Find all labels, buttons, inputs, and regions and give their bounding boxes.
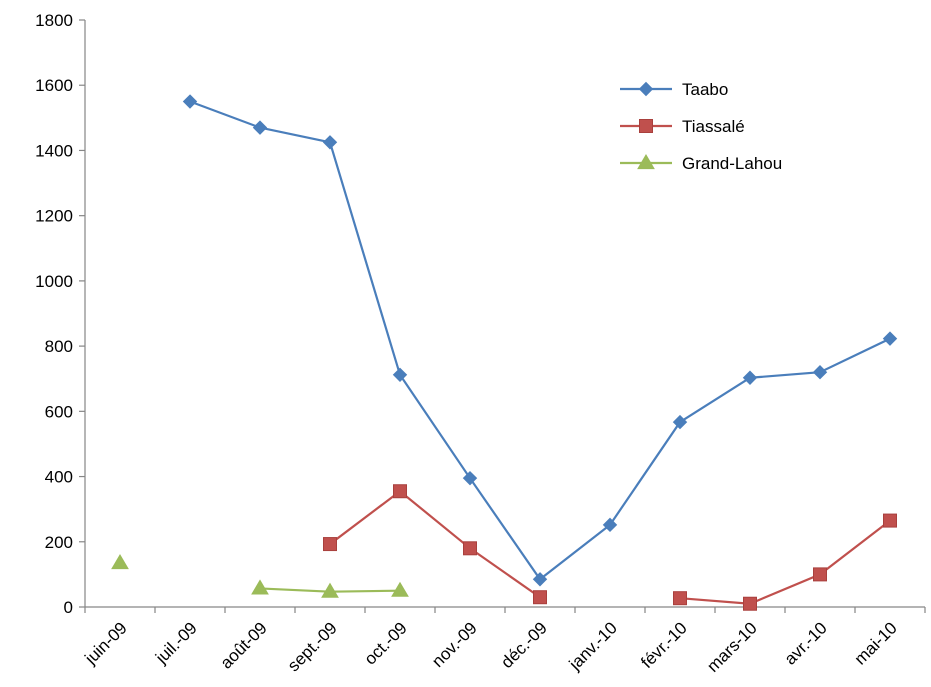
data-point-taabo — [392, 367, 408, 383]
x-tick-label: juil.-09 — [151, 618, 201, 668]
y-tick-label: 600 — [45, 402, 73, 421]
data-point-grand-lahou — [111, 553, 129, 570]
y-tick-label: 800 — [45, 337, 73, 356]
x-tick-label: janv.-10 — [565, 618, 621, 674]
x-tick-label: mars-10 — [703, 618, 761, 676]
data-point-taabo — [672, 414, 688, 430]
series-layer — [111, 94, 898, 611]
legend-label-tiassale: Tiassalé — [682, 117, 745, 136]
data-point-taabo — [322, 135, 338, 150]
data-point-grand-lahou — [321, 582, 339, 598]
x-tick-label: déc.-09 — [497, 618, 551, 672]
y-tick-label: 1200 — [35, 207, 73, 226]
data-point-taabo — [602, 517, 618, 533]
data-point-taabo — [462, 470, 478, 486]
data-point-grand-lahou — [251, 579, 269, 595]
y-tick-label: 1800 — [35, 11, 73, 30]
legend-label-grand-lahou: Grand-Lahou — [682, 154, 782, 173]
data-point-tiassale — [533, 590, 547, 605]
data-point-tiassale — [393, 484, 407, 499]
y-tick-label: 1000 — [35, 272, 73, 291]
x-tick-label: août-09 — [217, 618, 271, 672]
legend-marker-grand-lahou — [637, 154, 655, 170]
series-line-taabo — [189, 100, 891, 581]
series-grand-lahou — [111, 553, 409, 598]
data-point-tiassale — [883, 513, 897, 528]
legend-item-grand-lahou: Grand-Lahou — [620, 154, 782, 173]
data-point-taabo — [882, 331, 898, 346]
data-point-taabo — [252, 120, 268, 135]
x-tick-label: avr.-10 — [781, 618, 831, 668]
data-point-taabo — [742, 370, 758, 385]
x-tick-label: mai-10 — [851, 618, 901, 668]
legend-marker-tiassale — [639, 119, 653, 133]
data-point-tiassale — [743, 596, 757, 611]
data-point-tiassale — [323, 537, 337, 552]
x-tick-label: sept.-09 — [284, 618, 341, 675]
data-point-tiassale — [813, 567, 827, 582]
x-axis-ticks: juin-09 juil.-09 août-09 sept.-09 oct.-09 nov… — [81, 607, 926, 676]
legend-label-taabo: Taabo — [682, 80, 728, 99]
legend-marker-taabo — [638, 81, 654, 97]
data-point-taabo — [182, 94, 198, 109]
x-tick-label: oct.-09 — [361, 618, 411, 668]
y-axis-ticks: 0 200 400 600 800 1000 1200 1400 1600 1800 — [35, 11, 85, 617]
series-taabo — [182, 94, 898, 587]
x-tick-label: juin-09 — [81, 618, 131, 668]
legend-item-taabo: Taabo — [620, 80, 728, 99]
data-point-taabo — [812, 364, 828, 380]
series-line-tiassale — [679, 519, 891, 605]
data-point-tiassale — [673, 591, 687, 606]
series-tiassale — [323, 484, 897, 611]
y-tick-label: 1400 — [35, 141, 73, 160]
legend: Taabo Tiassalé Grand-Lahou — [620, 80, 782, 173]
x-tick-label: nov.-09 — [428, 618, 481, 671]
data-point-grand-lahou — [391, 581, 409, 597]
y-tick-label: 0 — [64, 598, 73, 617]
data-point-tiassale — [463, 541, 477, 556]
axes — [84, 20, 925, 608]
data-point-taabo — [532, 572, 548, 587]
y-tick-label: 1600 — [35, 76, 73, 95]
y-tick-label: 200 — [45, 533, 73, 552]
y-tick-label: 400 — [45, 468, 73, 487]
x-tick-label: févr.-10 — [637, 618, 691, 672]
series-line-tiassale — [329, 489, 541, 599]
legend-item-tiassale: Tiassalé — [620, 117, 745, 136]
